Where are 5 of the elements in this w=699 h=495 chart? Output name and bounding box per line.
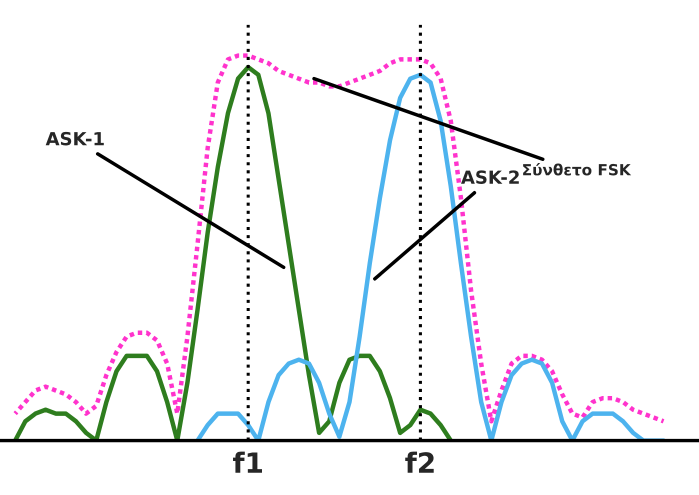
annotation: Σύνθετο FSK bbox=[523, 163, 632, 176]
annotation: ASK-1 bbox=[46, 132, 104, 146]
x-tick-label: f2 bbox=[405, 452, 434, 473]
x-tick-label: f1 bbox=[233, 452, 262, 473]
annotation: ASK-2 bbox=[461, 170, 519, 184]
